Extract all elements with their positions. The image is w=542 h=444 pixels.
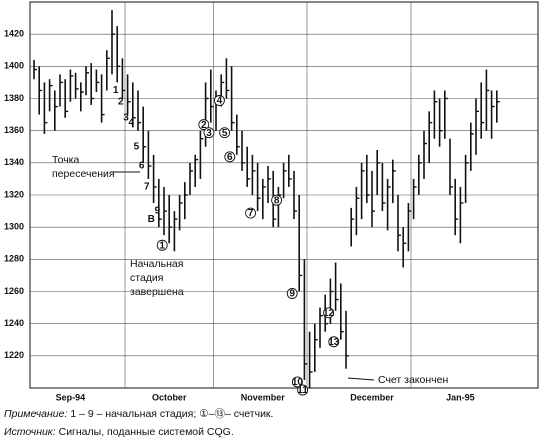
x-tick-label: November bbox=[241, 392, 286, 402]
setup-count: 6 bbox=[139, 161, 145, 172]
y-tick-label: 1300 bbox=[4, 222, 24, 232]
y-tick-label: 1220 bbox=[4, 350, 24, 360]
annotation: пересечения bbox=[52, 168, 115, 180]
countdown-label: 12 bbox=[323, 308, 335, 319]
annotation: Счет закончен bbox=[378, 374, 448, 386]
source-label: Источник: bbox=[4, 426, 56, 438]
countdown-label: 3 bbox=[206, 128, 212, 139]
countdown-circle bbox=[203, 127, 215, 139]
countdown-circle bbox=[323, 307, 335, 319]
y-tick-label: 1340 bbox=[4, 157, 24, 167]
y-tick-label: 1380 bbox=[4, 93, 24, 103]
setup-count: B bbox=[148, 214, 155, 225]
countdown-circle bbox=[156, 239, 168, 251]
countdown-label: 2 bbox=[201, 120, 207, 131]
countdown-label: 11 bbox=[297, 385, 308, 396]
setup-count: 4 bbox=[128, 117, 134, 128]
annotation: стадия bbox=[130, 272, 163, 284]
countdown-label: 5 bbox=[222, 128, 228, 139]
countdown-label: 10 bbox=[292, 377, 304, 388]
countdown-circle bbox=[286, 288, 298, 299]
countdown-circle bbox=[271, 194, 283, 206]
note-label: Примечание: bbox=[4, 408, 67, 420]
countdown-circle bbox=[291, 376, 303, 388]
source: Источник: Сигналы, поданные системой CQG… bbox=[4, 426, 234, 438]
countdown-label: 9 bbox=[289, 289, 295, 300]
countdown-label: 1 bbox=[159, 240, 165, 251]
setup-count: 3 bbox=[123, 112, 129, 123]
y-tick-label: 1420 bbox=[4, 29, 24, 39]
x-tick-label: Sep-94 bbox=[56, 392, 86, 402]
setup-count: 7 bbox=[144, 182, 150, 193]
countdown-label: 6 bbox=[227, 152, 233, 163]
y-tick-label: 1240 bbox=[4, 318, 24, 328]
setup-count: 5 bbox=[134, 141, 140, 152]
setup-count: 2 bbox=[118, 96, 124, 107]
countdown-circle bbox=[219, 127, 231, 139]
y-tick-label: 1280 bbox=[4, 254, 24, 264]
countdown-label: 13 bbox=[328, 337, 340, 348]
x-tick-label: Jan-95 bbox=[446, 392, 475, 402]
annotation: Точка bbox=[52, 154, 79, 166]
x-tick-label: December bbox=[350, 392, 394, 402]
x-tick-label: October bbox=[152, 392, 187, 402]
setup-count: 1 bbox=[113, 85, 119, 96]
setup-count: 9 bbox=[154, 206, 160, 217]
y-tick-label: 1320 bbox=[4, 189, 24, 199]
y-tick-label: 1360 bbox=[4, 125, 24, 135]
countdown-label: 8 bbox=[274, 195, 280, 206]
countdown-label: 7 bbox=[248, 208, 254, 219]
countdown-circle bbox=[213, 95, 225, 106]
countdown-circle bbox=[245, 207, 257, 219]
y-tick-label: 1260 bbox=[4, 286, 24, 296]
note-text: 1 – 9 – начальная стадия; ①–⑬– счетчик. bbox=[70, 408, 273, 420]
countdown-circle bbox=[297, 384, 309, 396]
countdown-circle bbox=[198, 119, 210, 131]
y-tick-label: 1400 bbox=[4, 61, 24, 71]
countdown-circle bbox=[328, 336, 340, 348]
source-text: Сигналы, поданные системой CQG. bbox=[59, 426, 234, 438]
note: Примечание: 1 – 9 – начальная стадия; ①–… bbox=[4, 408, 273, 420]
countdown-circle bbox=[224, 151, 236, 163]
countdown-label: 4 bbox=[217, 96, 223, 107]
annotation: Начальная bbox=[130, 258, 183, 270]
leader-line bbox=[347, 377, 375, 381]
